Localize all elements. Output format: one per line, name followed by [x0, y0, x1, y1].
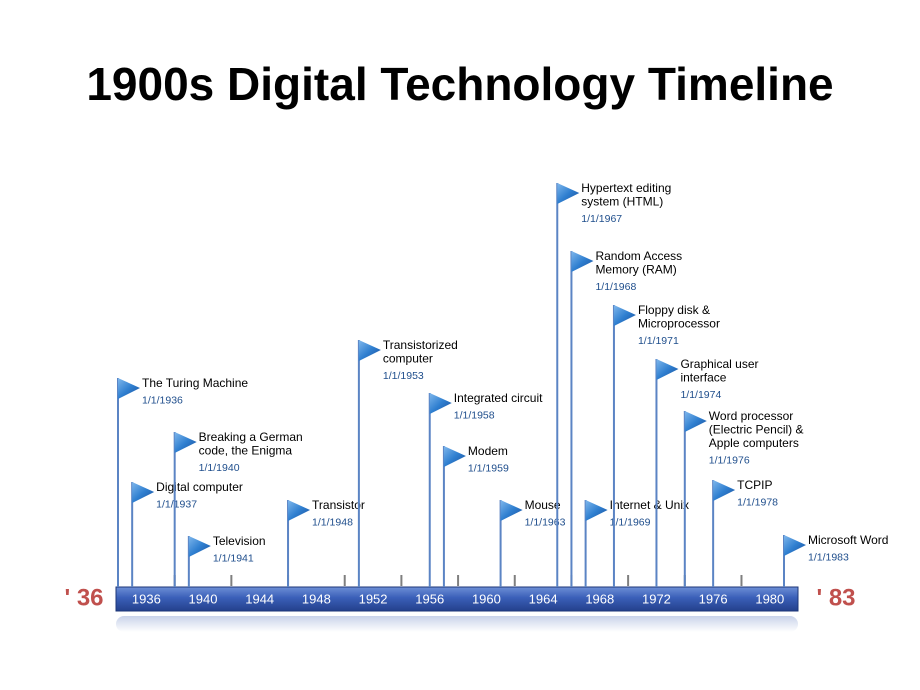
event-date: 1/1/1968: [595, 281, 636, 293]
axis-label: 1968: [585, 591, 614, 606]
axis-shadow: [116, 616, 798, 632]
event-label: Integrated circuit: [454, 391, 543, 405]
axis-label: 1964: [529, 591, 558, 606]
flag: [188, 536, 211, 557]
event-date: 1/1/1953: [383, 370, 424, 382]
event-label: Word processor: [709, 409, 793, 423]
axis-label: 1936: [132, 591, 161, 606]
flag: [118, 378, 140, 399]
event-label: Digital computer: [156, 480, 243, 494]
event-label: Internet & Unix: [610, 498, 689, 512]
event-label: Television: [213, 534, 266, 548]
flag: [443, 446, 466, 467]
event-date: 1/1/1959: [468, 462, 509, 474]
axis-label: 1948: [302, 591, 331, 606]
events: 1936 1940 1944 1948 1952 1956 1960 1964 1968 1972…: [117, 181, 888, 606]
flag: [613, 305, 636, 326]
event-label: computer: [383, 352, 433, 366]
event-date: 1/1/1976: [709, 454, 750, 466]
event-label: TCPIP: [737, 478, 772, 492]
axis-label: 1944: [245, 591, 274, 606]
title: 1900s Digital Technology Timeline: [86, 58, 833, 110]
axis-label: 1956: [415, 591, 444, 606]
flag: [585, 500, 608, 521]
axis-label: 1980: [755, 591, 784, 606]
flag: [429, 393, 452, 414]
event-date: 1/1/1940: [199, 462, 240, 474]
event-label: Random Access: [595, 249, 682, 263]
event-date: 1/1/1941: [213, 552, 254, 564]
flag: [358, 340, 381, 361]
event-label: Microsoft Word: [808, 533, 888, 547]
flag: [557, 183, 580, 204]
event-date: 1/1/1963: [525, 516, 566, 528]
flag: [783, 535, 806, 556]
event-date: 1/1/1936: [142, 394, 183, 406]
event-date: 1/1/1948: [312, 516, 353, 528]
axis-label: 1972: [642, 591, 671, 606]
start-label: ' 36: [64, 584, 103, 611]
event-label: (Electric Pencil) &: [709, 423, 804, 437]
event-date: 1/1/1937: [156, 498, 197, 510]
axis-label: 1976: [699, 591, 728, 606]
axis-bar: [115, 586, 799, 612]
event-label: Transistorized: [383, 338, 458, 352]
event-label: Breaking a German: [199, 430, 303, 444]
flag: [500, 500, 523, 521]
event-label: Transistor: [312, 498, 365, 512]
event-label: interface: [680, 371, 726, 385]
event-date: 1/1/1967: [581, 213, 622, 225]
end-label: ' 83: [816, 584, 855, 611]
event-label: Memory (RAM): [595, 263, 676, 277]
flag: [288, 500, 311, 521]
axis-label: 1952: [359, 591, 388, 606]
flag: [713, 480, 736, 501]
event-label: Graphical user: [680, 357, 758, 371]
flag: [174, 432, 197, 453]
flag: [684, 411, 707, 432]
event-label: Apple computers: [709, 436, 799, 450]
axis-label: 1960: [472, 591, 501, 606]
event-date: 1/1/1971: [638, 335, 679, 347]
event-label: The Turing Machine: [142, 376, 248, 390]
event-label: Hypertext editing: [581, 181, 671, 195]
flag: [656, 359, 679, 380]
event-date: 1/1/1983: [808, 551, 849, 563]
flag: [132, 482, 155, 503]
event-label: system (HTML): [581, 195, 663, 209]
event-label: Mouse: [525, 498, 561, 512]
event-date: 1/1/1978: [737, 496, 778, 508]
event-date: 1/1/1969: [610, 516, 651, 528]
event-label: Modem: [468, 444, 508, 458]
event-date: 1/1/1958: [454, 409, 495, 421]
event-label: Floppy disk &: [638, 303, 710, 317]
flag: [571, 251, 594, 272]
event-label: code, the Enigma: [199, 444, 293, 458]
event-label: Microprocessor: [638, 317, 720, 331]
axis-label: 1940: [189, 591, 218, 606]
event-date: 1/1/1974: [680, 389, 721, 401]
